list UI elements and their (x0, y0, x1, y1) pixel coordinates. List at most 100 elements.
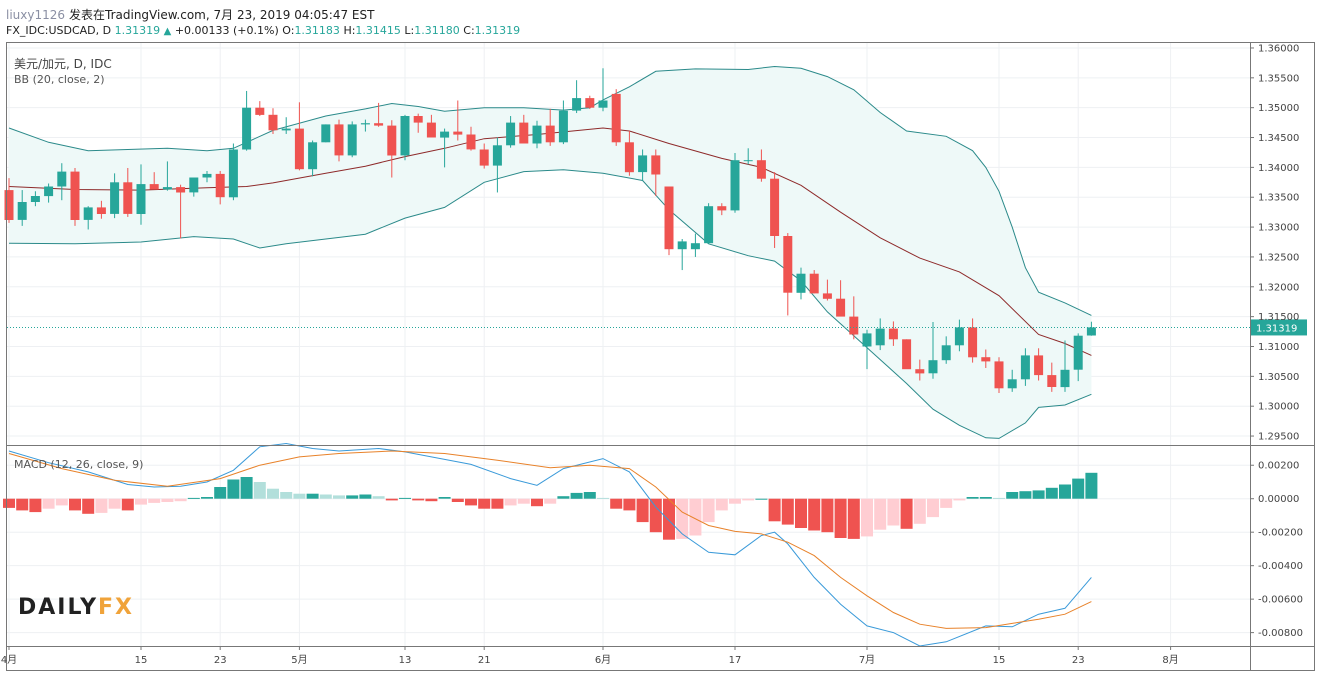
open-value: 1.31183 (294, 24, 340, 37)
macd-histogram-bar (913, 498, 926, 524)
macd-histogram-bar (887, 498, 900, 526)
last-price-tag-label: 1.31319 (1256, 323, 1297, 334)
time-axis-tick-label: 17 (729, 655, 742, 666)
price-axis-tick-label: 1.30500 (1258, 372, 1299, 383)
macd-histogram-bar (1045, 487, 1058, 499)
dailyfx-logo: DAILYFX (18, 595, 134, 620)
series-legend-label[interactable]: 美元/加元, D, IDC (14, 57, 112, 71)
macd-histogram-bar (689, 498, 702, 536)
macd-axis-tick-label: -0.00600 (1258, 595, 1303, 606)
author-name[interactable]: liuxy1126 (6, 8, 66, 22)
price-axis-tick-label: 1.31000 (1258, 342, 1299, 353)
macd-histogram-bar (293, 493, 306, 499)
candle-body (1047, 375, 1057, 387)
macd-signal-line (8, 450, 1092, 629)
macd-histogram-bar (95, 498, 108, 513)
candle-body (743, 160, 753, 162)
candle-body (1007, 379, 1017, 389)
macd-legend-label[interactable]: MACD (12, 26, close, 9) (14, 458, 144, 471)
axis-ticks-group (8, 47, 1254, 650)
macd-histogram-bar (451, 498, 464, 502)
macd-histogram-bar (240, 477, 253, 499)
candle-body (730, 160, 740, 211)
last-price-value: 1.31319 (114, 24, 161, 37)
candle-body (1020, 355, 1030, 380)
macd-histogram-bar (306, 493, 319, 499)
candle-body (756, 160, 766, 179)
macd-histogram-bar (927, 498, 939, 518)
macd-histogram-bar (16, 498, 29, 511)
macd-histogram-bar (993, 497, 1005, 499)
macd-histogram-bar (174, 498, 187, 502)
macd-histogram-bar (940, 498, 953, 508)
candle-body (70, 171, 80, 220)
candle-body (638, 155, 648, 173)
macd-histogram-bar (465, 498, 477, 506)
low-value: 1.31180 (414, 24, 460, 37)
candle-body (836, 298, 846, 317)
candle-body (189, 177, 199, 193)
time-axis-tick-label: 21 (478, 655, 491, 666)
macd-histogram-bar (253, 482, 266, 499)
macd-axis-tick-label: 0.00200 (1258, 461, 1299, 472)
candle-body (255, 107, 265, 115)
price-axis-tick-label: 1.31500 (1258, 312, 1299, 323)
macd-histogram-bar (953, 498, 966, 501)
candle-body (1034, 355, 1044, 376)
candle-body (677, 241, 687, 250)
open-label: O: (282, 24, 295, 37)
candle-body (149, 184, 159, 190)
macd-histogram-bar (702, 498, 715, 523)
price-axis-tick-label: 1.35500 (1258, 73, 1299, 84)
macd-histogram-bar (438, 497, 451, 499)
last-price-tag (1251, 319, 1307, 336)
candle-body (308, 142, 318, 170)
candle-body (413, 116, 423, 123)
macd-histogram-bar (1072, 478, 1085, 499)
symbol-label: FX_IDC:USDCAD, D (6, 24, 112, 37)
chart-frame (6, 42, 1315, 671)
candle-body (334, 124, 344, 156)
macd-histogram-bar (359, 494, 372, 499)
low-label: L: (404, 24, 415, 37)
macd-histogram-bar (504, 498, 517, 506)
macd-histogram-bar (742, 498, 755, 501)
macd-histogram-bar (676, 498, 689, 539)
candle-body (294, 128, 304, 170)
macd-histogram-bar (517, 498, 530, 504)
macd-histogram-bar (531, 498, 543, 507)
macd-histogram-bar (201, 497, 213, 499)
macd-histogram-bar (372, 496, 385, 499)
candle-body (875, 328, 885, 346)
macd-histogram-bar (834, 498, 847, 538)
change-value: +0.00133 (+0.1%) (174, 24, 279, 37)
candle-body (228, 149, 238, 198)
candle-body (96, 207, 106, 214)
candle-body (770, 178, 780, 236)
candle-body (704, 206, 714, 244)
macd-histogram-bar (808, 498, 821, 531)
macd-histogram-bar (768, 498, 781, 522)
candle-body (598, 100, 608, 108)
macd-histogram-bar (187, 497, 200, 499)
macd-histogram-bar (346, 495, 359, 499)
time-axis-tick-label: 8月 (1162, 654, 1178, 666)
macd-histogram-bar (148, 498, 161, 503)
macd-histogram-bar (649, 498, 662, 533)
candle-body (611, 93, 621, 143)
macd-histogram-bar (557, 496, 570, 499)
candle-body (690, 243, 700, 250)
macd-axis-tick-label: 0.00000 (1258, 494, 1299, 505)
bollinger-legend-label[interactable]: BB (20, close, 2) (14, 73, 105, 86)
macd-histogram-bar (42, 498, 55, 509)
price-axis-tick-label: 1.29500 (1258, 432, 1299, 443)
macd-histogram-bar (478, 498, 491, 509)
up-arrow-icon: ▲ (163, 26, 172, 37)
time-axis-tick-label: 15 (135, 655, 148, 666)
candle-body (981, 357, 991, 362)
candle-body (387, 125, 397, 156)
time-axis-tick-label: 7月 (859, 654, 875, 666)
price-axis-tick-label: 1.33500 (1258, 193, 1299, 204)
candle-body (1086, 327, 1096, 336)
